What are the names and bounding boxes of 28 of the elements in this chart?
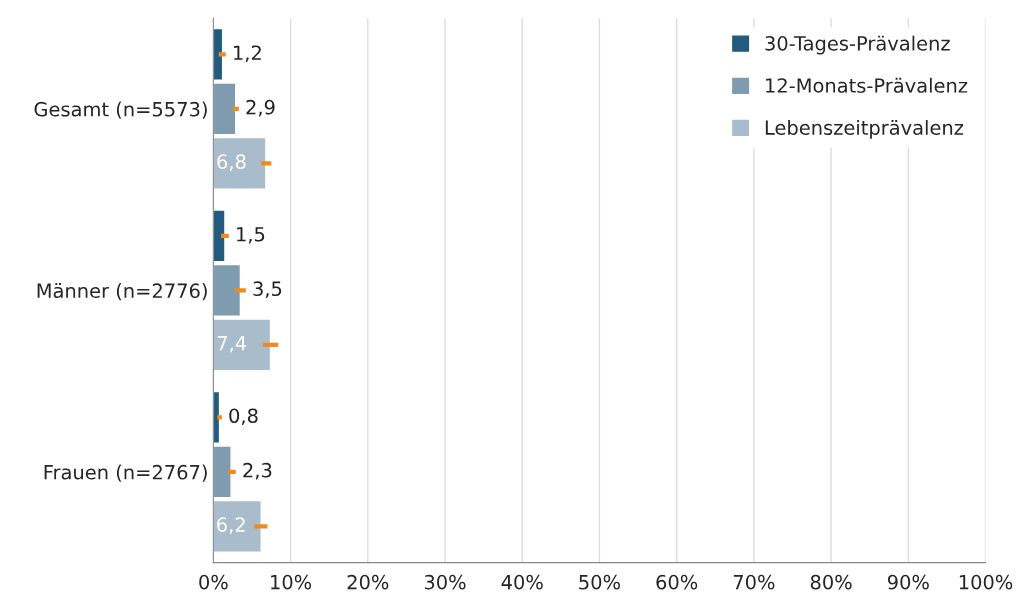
y-tick-label: Frauen (n=2767) xyxy=(44,464,207,482)
bar xyxy=(213,499,262,553)
x-tick-label: 0% xyxy=(199,574,228,590)
data-label: 3,5 xyxy=(253,281,282,299)
legend-label: 12-Monats-Prävalenz xyxy=(766,77,968,93)
x-tick-label: 40% xyxy=(501,574,543,590)
data-label: 6,2 xyxy=(217,517,245,534)
bar xyxy=(213,136,267,190)
x-tick-label: 90% xyxy=(887,574,929,590)
x-tick-label: 50% xyxy=(579,574,620,590)
legend-label: Lebenszeitprävalenz xyxy=(765,119,964,139)
data-label: 0,8 xyxy=(229,408,258,426)
x-tick-label: 30% xyxy=(424,574,466,590)
x-tick-label: 80% xyxy=(810,574,852,590)
y-tick-label: Gesamt (n=5573) xyxy=(34,101,207,119)
data-label: 7,4 xyxy=(217,336,247,353)
data-label: 2,3 xyxy=(243,462,272,480)
x-tick-label: 20% xyxy=(347,574,389,590)
x-tick-label: 70% xyxy=(733,574,775,590)
x-tick-label: 60% xyxy=(656,574,698,590)
data-label: 1,2 xyxy=(234,45,261,63)
legend-label: 30-Tages-Prävalenz xyxy=(765,35,950,55)
y-tick-label: Männer (n=2776) xyxy=(37,283,207,301)
data-label: 1,5 xyxy=(237,227,265,244)
data-label: 6,8 xyxy=(217,154,246,171)
data-label: 2,9 xyxy=(246,99,275,117)
x-tick-label: 10% xyxy=(271,574,312,590)
x-tick-label: 100% xyxy=(959,574,1013,590)
